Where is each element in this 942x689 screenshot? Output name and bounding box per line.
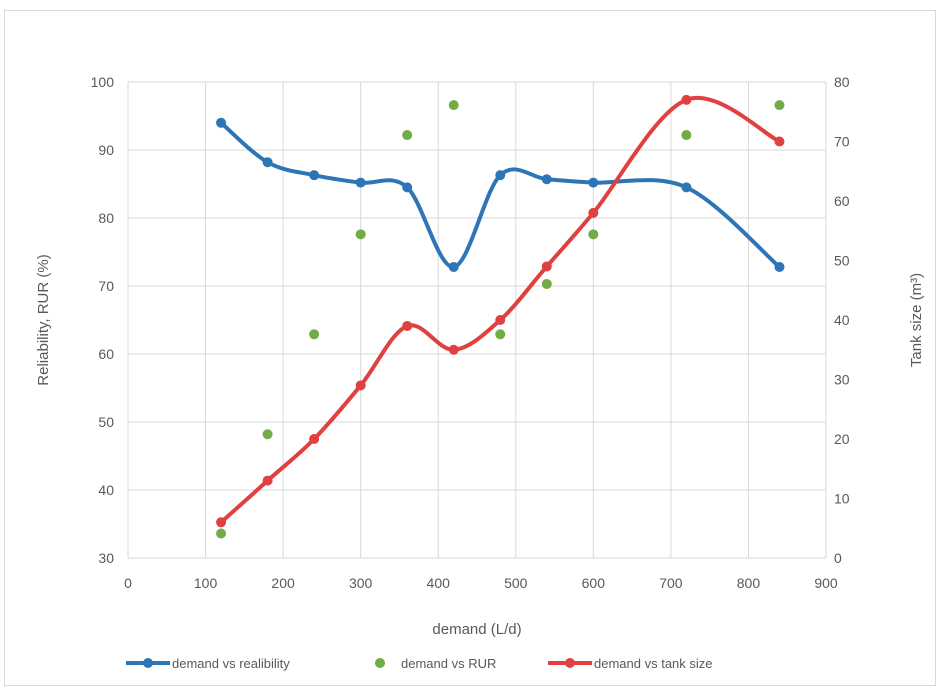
data-point: [448, 344, 459, 355]
x-axis-title: demand (L/d): [432, 621, 521, 638]
chart-frame: [4, 10, 936, 686]
data-point: [588, 229, 599, 240]
data-point: [355, 380, 366, 391]
series-line: [219, 95, 782, 525]
grid-layer: [127, 81, 827, 559]
x-tick-label: 700: [659, 575, 683, 591]
legend-swatch-marker: [143, 658, 153, 668]
data-point: [541, 261, 552, 272]
data-point: [448, 261, 459, 272]
data-point: [216, 517, 227, 528]
y2-axis-title: Tank size (m³): [908, 273, 925, 367]
x-tick-label: 900: [814, 575, 838, 591]
series-layer: [216, 94, 785, 539]
y2-tick-label: 60: [834, 193, 850, 209]
legend-item-reliability: demand vs realibility: [126, 656, 290, 671]
legend-swatch-marker: [565, 658, 575, 668]
legend-label: demand vs RUR: [401, 656, 496, 671]
x-tick-label: 800: [737, 575, 761, 591]
y2-tick-label: 10: [834, 491, 850, 507]
data-point: [355, 177, 366, 188]
data-point: [681, 182, 692, 193]
data-point: [541, 278, 552, 289]
series-1: [216, 100, 785, 539]
data-point: [495, 170, 506, 181]
x-tick-label: 600: [582, 575, 606, 591]
data-point: [495, 329, 506, 340]
x-tick-label: 300: [349, 575, 373, 591]
y-tick-label: 90: [98, 142, 114, 158]
data-point: [774, 261, 785, 272]
series-line: [219, 120, 782, 269]
data-point: [681, 94, 692, 105]
data-point: [216, 117, 227, 128]
data-point: [216, 528, 227, 539]
x-tick-label: 500: [504, 575, 528, 591]
data-point: [448, 100, 459, 111]
y2-tick-label: 70: [834, 134, 850, 150]
y2-tick-label: 30: [834, 372, 850, 388]
x-tick-label: 400: [427, 575, 451, 591]
data-point: [402, 182, 413, 193]
data-point: [541, 174, 552, 185]
y2-tick-label: 40: [834, 312, 850, 328]
data-point: [355, 229, 366, 240]
x-tick-label: 100: [194, 575, 218, 591]
y-tick-label: 100: [91, 74, 115, 90]
data-point: [309, 170, 320, 181]
data-point: [262, 157, 273, 168]
data-point: [262, 429, 273, 440]
data-point: [402, 130, 413, 141]
legend-item-rur: demand vs RUR: [375, 656, 496, 671]
legend-label: demand vs tank size: [594, 656, 713, 671]
data-point: [309, 329, 320, 340]
data-point: [402, 320, 413, 331]
legend-label: demand vs realibility: [172, 656, 290, 671]
data-point: [774, 100, 785, 111]
x-tick-label: 0: [124, 575, 132, 591]
data-point: [774, 136, 785, 147]
legend-swatch-marker: [375, 658, 385, 668]
x-tick-label: 200: [271, 575, 295, 591]
y-tick-label: 80: [98, 210, 114, 226]
series-2: [216, 94, 785, 528]
legend-item-tank-size: demand vs tank size: [548, 656, 713, 671]
y2-tick-label: 20: [834, 431, 850, 447]
data-point: [262, 475, 273, 486]
y2-tick-label: 50: [834, 253, 850, 269]
y-tick-label: 70: [98, 278, 114, 294]
data-point: [309, 434, 320, 444]
legend: demand vs realibility demand vs RUR dema…: [126, 656, 713, 671]
y2-tick-label: 0: [834, 550, 842, 566]
y-tick-label: 30: [98, 550, 114, 566]
data-point: [588, 177, 599, 188]
y2-tick-label: 80: [834, 74, 850, 90]
y-tick-label: 50: [98, 414, 114, 430]
series-0: [216, 117, 785, 272]
y-tick-label: 40: [98, 482, 114, 498]
data-point: [681, 130, 692, 141]
data-point: [588, 207, 599, 218]
data-point: [495, 315, 506, 325]
y-tick-label: 60: [98, 346, 114, 362]
y-axis-title: Reliability, RUR (%): [35, 254, 52, 385]
